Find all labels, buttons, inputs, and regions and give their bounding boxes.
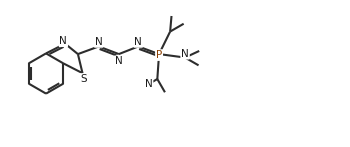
- Text: N: N: [134, 37, 142, 47]
- Text: N: N: [144, 78, 152, 88]
- Text: N: N: [60, 36, 67, 46]
- Text: N: N: [95, 37, 103, 47]
- Text: N: N: [145, 78, 153, 88]
- Text: N: N: [115, 56, 123, 66]
- Text: N: N: [181, 49, 189, 59]
- Text: P: P: [156, 50, 162, 60]
- Text: S: S: [80, 74, 86, 84]
